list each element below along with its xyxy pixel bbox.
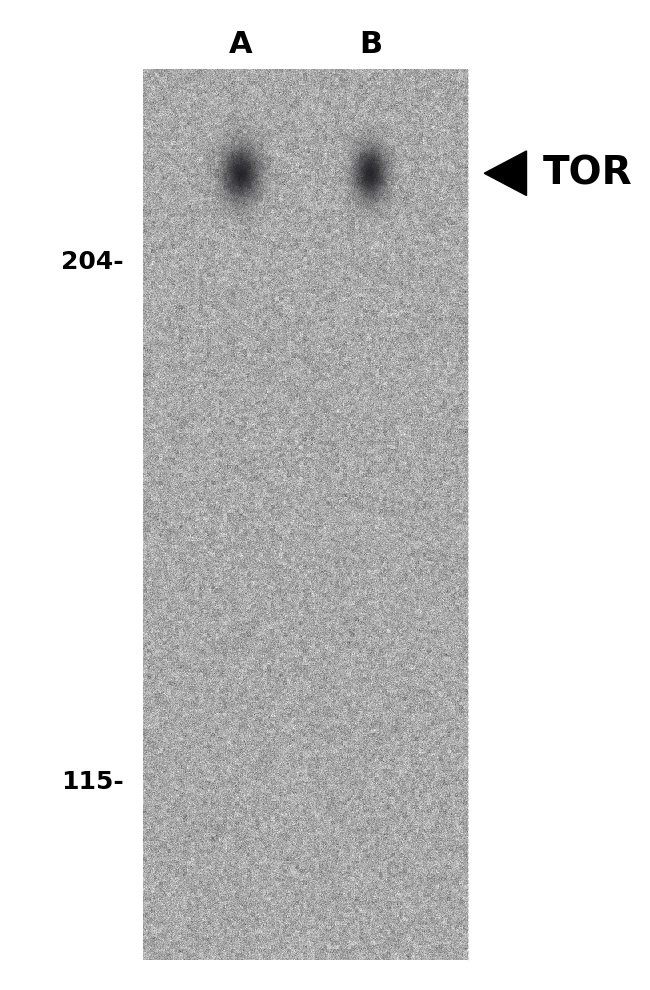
Text: TOR: TOR — [543, 154, 632, 192]
Text: B: B — [359, 30, 382, 59]
Text: 115-: 115- — [60, 770, 124, 794]
Text: 204-: 204- — [61, 250, 124, 274]
Polygon shape — [484, 150, 526, 196]
Text: A: A — [229, 30, 252, 59]
